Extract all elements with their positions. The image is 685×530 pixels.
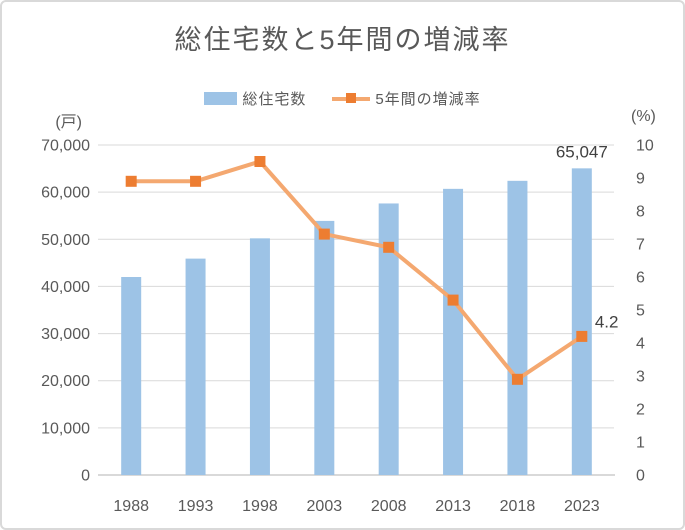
right-axis-tick: 6 — [636, 270, 645, 287]
line-series-swatch — [332, 92, 371, 105]
left-axis-tick: 70,000 — [41, 138, 90, 155]
rate-marker-1988 — [125, 175, 137, 187]
left-axis-tick: 0 — [81, 468, 90, 485]
legend-label-housing: 総住宅数 — [242, 91, 307, 108]
right-axis-tick: 9 — [636, 171, 645, 188]
left-axis-tick: 30,000 — [41, 326, 90, 343]
data-label: 4.2 — [595, 312, 619, 331]
left-axis-unit: (戸) — [55, 114, 82, 131]
right-axis-tick: 8 — [636, 204, 645, 221]
bar-1988 — [121, 277, 142, 475]
rate-marker-2018 — [511, 373, 523, 385]
bar-series-swatch — [204, 92, 238, 105]
x-axis-label-2003: 2003 — [307, 498, 343, 515]
right-axis-tick: 3 — [636, 369, 645, 386]
x-axis-label-2013: 2013 — [435, 498, 471, 515]
right-axis-tick: 1 — [636, 435, 645, 452]
rate-marker-2023 — [576, 330, 588, 342]
rate-marker-2013 — [447, 294, 459, 306]
x-axis-label-2023: 2023 — [564, 498, 600, 515]
bar-1998 — [249, 238, 270, 475]
x-axis-label-2018: 2018 — [500, 498, 536, 515]
rate-marker-2003 — [318, 228, 330, 240]
x-axis-label-1998: 1998 — [242, 498, 278, 515]
line-swatch-marker — [346, 93, 357, 103]
bar-1993 — [185, 258, 206, 475]
right-axis-tick: 4 — [636, 336, 645, 353]
data-label: 65,047 — [556, 142, 608, 161]
right-axis-tick: 0 — [636, 468, 645, 485]
left-axis-tick: 10,000 — [41, 420, 90, 437]
legend-item-housing: 総住宅数 — [204, 88, 306, 109]
rate-marker-1998 — [254, 156, 266, 167]
bar-2008 — [378, 203, 399, 475]
bar-2013 — [443, 188, 464, 476]
bar-2003 — [314, 220, 335, 475]
left-axis-tick: 60,000 — [41, 185, 90, 202]
rate-marker-1993 — [190, 175, 202, 187]
right-axis-tick: 10 — [636, 138, 654, 155]
x-axis-label-1993: 1993 — [178, 498, 214, 515]
x-axis-label-2008: 2008 — [371, 498, 407, 515]
rate-marker-2008 — [383, 241, 395, 253]
x-axis-label-1988: 1988 — [113, 498, 149, 515]
left-axis-tick: 20,000 — [41, 373, 90, 390]
legend-label-rate: 5年間の増減率 — [375, 91, 481, 108]
legend: 総住宅数 5年間の増減率 — [2, 88, 683, 109]
bar-2023 — [571, 168, 592, 475]
right-axis-tick: 5 — [636, 303, 645, 320]
rate-line — [129, 159, 584, 382]
legend-item-rate: 5年間の増減率 — [332, 88, 480, 109]
bar-2018 — [507, 180, 528, 476]
right-axis-tick: 7 — [636, 237, 645, 254]
left-axis-tick: 50,000 — [41, 232, 90, 249]
right-axis-tick: 2 — [636, 402, 645, 419]
left-axis-tick: 40,000 — [41, 279, 90, 296]
right-axis-unit: (%) — [631, 108, 656, 125]
chart-title: 総住宅数と5年間の増減率 — [174, 25, 511, 55]
